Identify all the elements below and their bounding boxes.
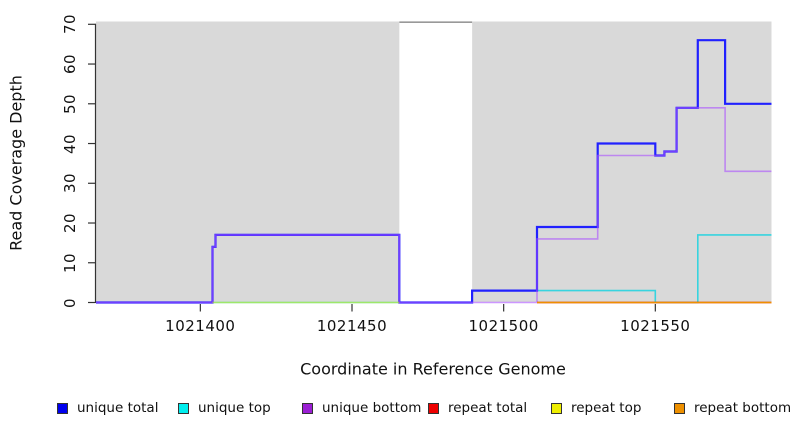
legend-item-repeat-top: repeat top (551, 400, 641, 416)
x-tick-label: 1021550 (620, 317, 691, 335)
masked-region (399, 21, 473, 302)
repeat-total-swatch-icon (428, 402, 439, 414)
legend-item-unique-top: unique top (178, 400, 271, 416)
legend-label: unique top (198, 400, 271, 416)
x-tick-label: 1021450 (316, 317, 388, 335)
legend-label: repeat bottom (694, 400, 792, 416)
legend-item-unique-bottom: unique bottom (302, 400, 421, 416)
repeat-bottom-swatch-icon (674, 402, 685, 414)
series-unique-bottom (96, 107, 772, 304)
x-tick-label: 1021500 (468, 317, 539, 335)
legend-label: unique total (77, 400, 159, 416)
legend-label: unique bottom (322, 400, 422, 416)
legend-label: repeat total (448, 400, 528, 416)
x-tick-label: 1021400 (165, 317, 236, 335)
legend-item-repeat-total: repeat total (428, 400, 527, 416)
legend-label: repeat top (571, 400, 642, 416)
unique-top-swatch-icon (178, 402, 189, 414)
legend-item-repeat-bottom: repeat bottom (674, 400, 791, 416)
repeat-top-swatch-icon (551, 402, 562, 414)
legend-item-unique-total: unique total (57, 400, 158, 416)
unique-total-swatch-icon (57, 402, 68, 414)
x-axis-title: Coordinate in Reference Genome (300, 359, 566, 379)
unique-bottom-swatch-icon (302, 402, 313, 414)
